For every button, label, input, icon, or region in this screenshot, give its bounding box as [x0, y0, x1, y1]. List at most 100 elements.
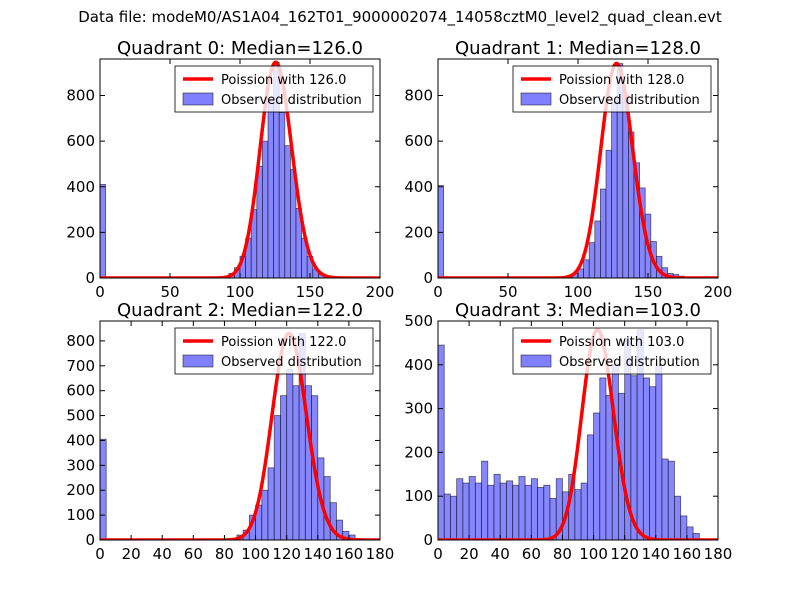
poisson-curve — [100, 331, 380, 540]
histogram-bar — [605, 149, 612, 278]
histogram-bar — [661, 458, 669, 540]
x-tick-label: 50 — [498, 283, 517, 301]
x-tick-label: 200 — [366, 283, 395, 301]
histogram-bar — [537, 487, 545, 540]
legend-bar-swatch — [520, 354, 552, 368]
y-tick-label: 100 — [66, 506, 95, 524]
x-tick-label: 40 — [491, 545, 510, 563]
poisson-curve — [438, 61, 718, 278]
x-tick-label: 20 — [122, 545, 141, 563]
y-tick-label: 200 — [66, 223, 95, 241]
quadrant-1-title: Quadrant 1: Median=128.0 — [455, 38, 701, 59]
histogram-bar — [580, 482, 588, 540]
x-tick-label: 0 — [95, 283, 105, 301]
x-tick-label: 180 — [366, 545, 395, 563]
y-tick-label: 500 — [404, 312, 433, 330]
legend-bar-swatch — [182, 354, 214, 368]
quadrant-0-title: Quadrant 0: Median=126.0 — [117, 38, 363, 59]
histogram-bar — [280, 395, 288, 540]
histogram-bar — [468, 476, 476, 540]
quadrant-2-title: Quadrant 2: Median=122.0 — [117, 300, 363, 321]
legend-label-poisson: Poission with 103.0 — [559, 335, 684, 350]
histogram-bar — [100, 438, 107, 540]
histogram-bar — [267, 98, 274, 278]
histogram-bar — [524, 484, 532, 540]
x-tick-label: 100 — [241, 545, 270, 563]
legend-bar-swatch — [182, 92, 214, 106]
quadrant-3-legend: Poission with 103.0 Observed distribution — [512, 327, 712, 375]
y-tick-label: 200 — [404, 443, 433, 461]
y-tick-label: 0 — [85, 269, 95, 287]
quadrant-0-panel: 0 50 100 150 200 0 200 400 600 800 Quadrant 0: Med… — [66, 38, 394, 301]
x-tick-label: 80 — [215, 545, 234, 563]
y-tick-label: 200 — [404, 223, 433, 241]
figure-suptitle: Data file: modeM0/AS1A04_162T01_90000020… — [78, 8, 722, 26]
x-tick-label: 20 — [460, 545, 479, 563]
histogram-bar — [273, 415, 281, 540]
histogram-bar — [655, 364, 663, 540]
x-tick-label: 200 — [704, 283, 733, 301]
histogram-bar — [586, 434, 594, 540]
histogram-bar — [605, 395, 613, 540]
histogram-bar — [278, 112, 286, 278]
histogram-bar — [680, 515, 688, 540]
histogram-bar — [261, 489, 269, 540]
y-tick-label: 400 — [404, 356, 433, 374]
y-tick-label: 600 — [66, 382, 95, 400]
histogram-bar — [493, 473, 501, 540]
y-tick-label: 800 — [66, 87, 95, 105]
axes-frame — [99, 320, 381, 541]
x-tick-label: 0 — [433, 283, 443, 301]
y-tick-label: 0 — [423, 531, 433, 549]
x-tick-label: 120 — [610, 545, 639, 563]
histogram-bar — [450, 495, 458, 540]
legend-label-observed: Observed distribution — [559, 355, 700, 370]
quadrant-3-title: Quadrant 3: Median=103.0 — [455, 300, 701, 321]
histogram-bar — [518, 476, 526, 540]
y-tick-label: 200 — [66, 481, 95, 499]
histogram-bar — [481, 460, 489, 540]
y-tick-label: 300 — [404, 400, 433, 418]
histogram-bar — [487, 484, 495, 540]
x-tick-label: 40 — [153, 545, 172, 563]
histogram-bar — [261, 140, 269, 278]
quadrant-2-legend: Poission with 122.0 Observed distribution — [174, 327, 374, 375]
x-tick-label: 140 — [641, 545, 670, 563]
x-tick-label: 150 — [634, 283, 663, 301]
histogram-bar — [462, 482, 470, 540]
histogram-bar — [667, 460, 675, 540]
legend-label-observed: Observed distribution — [221, 93, 362, 108]
x-tick-label: 180 — [704, 545, 733, 563]
histogram-bar — [292, 385, 300, 540]
histogram-bar — [267, 467, 275, 540]
quadrant-3-plot-area — [438, 328, 718, 540]
histogram-bar — [438, 344, 445, 540]
quadrant-3-panel: 0 20 40 60 80 100 120 140 160 1800100200300400500… — [404, 300, 732, 563]
legend-label-poisson: Poission with 126.0 — [221, 73, 346, 88]
x-tick-label: 0 — [433, 545, 443, 563]
histogram-bar — [574, 489, 582, 540]
histogram-bar — [286, 369, 294, 540]
histogram-bar — [543, 484, 551, 540]
histogram-bar — [530, 478, 538, 540]
legend-label-observed: Observed distribution — [559, 93, 700, 108]
histogram-bar — [642, 377, 650, 540]
quadrant-1-plot-area — [438, 61, 718, 278]
quadrant-1-legend: Poission with 128.0 Observed distribution — [512, 65, 712, 113]
y-tick-label: 800 — [66, 332, 95, 350]
histogram-bar — [438, 185, 444, 278]
histogram-bar — [674, 495, 682, 540]
histogram-bar — [594, 220, 601, 278]
histogram-bar — [583, 259, 590, 278]
histogram-bar — [100, 184, 106, 278]
y-tick-label: 600 — [66, 132, 95, 150]
histogram-bar — [611, 101, 618, 278]
x-tick-label: 160 — [335, 545, 364, 563]
y-tick-label: 100 — [404, 487, 433, 505]
histogram-bar — [499, 482, 507, 540]
x-tick-label: 60 — [184, 545, 203, 563]
histogram-bar — [506, 480, 514, 540]
legend-bar-swatch — [520, 92, 552, 106]
histogram-bar — [443, 493, 451, 540]
